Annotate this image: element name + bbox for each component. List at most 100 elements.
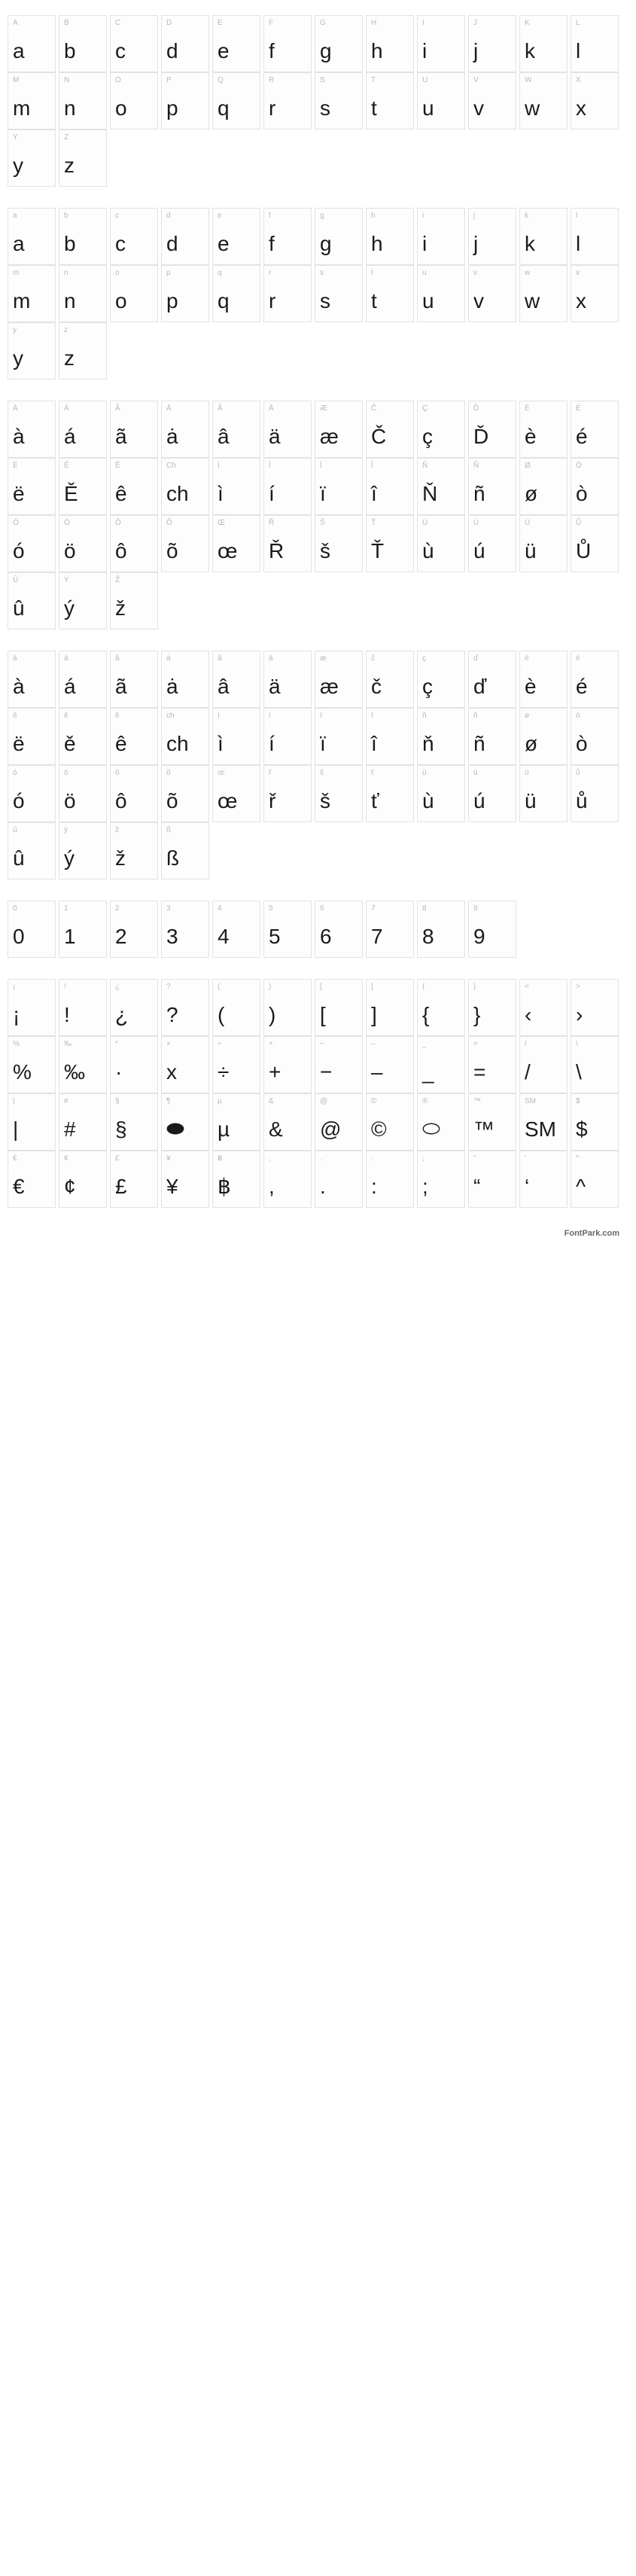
glyph-char: í (269, 720, 306, 761)
glyph-char: m (13, 277, 50, 319)
glyph-cell: ěě (59, 708, 107, 765)
glyph-cell: :: (366, 1151, 414, 1208)
glyph-label: Š (320, 520, 358, 527)
glyph-cell: −− (315, 1036, 363, 1093)
glyph-char: ÷ (218, 1048, 255, 1090)
glyph-label: ú (473, 770, 511, 777)
glyph-label: ¢ (64, 1155, 102, 1163)
glyph-char: 2 (115, 913, 153, 954)
glyph-row: yyzz (8, 322, 628, 380)
glyph-cell: hh (366, 208, 414, 265)
glyph-label: Ê (115, 462, 153, 470)
glyph-label: ö (64, 770, 102, 777)
glyph-label: Ch (166, 462, 204, 470)
glyph-label: O (115, 77, 153, 84)
glyph-cell: Cc (110, 15, 158, 72)
glyph-cell: Îî (366, 458, 414, 515)
glyph-cell: ää (263, 651, 312, 708)
glyph-label: ñ (473, 712, 511, 720)
glyph-label: t (371, 270, 409, 277)
glyph-cell: îî (366, 708, 414, 765)
glyph-label: è (525, 655, 562, 663)
glyph-label: ů (576, 770, 613, 777)
glyph-label: | (13, 1098, 50, 1105)
glyph-char: 4 (218, 913, 255, 954)
glyph-cell: ™™ (468, 1093, 516, 1151)
glyph-char: x (166, 1048, 204, 1090)
glyph-label: Æ (320, 405, 358, 413)
glyph-label: Á (64, 405, 102, 413)
glyph-char: š (320, 777, 358, 819)
glyph-cell: ¢¢ (59, 1151, 107, 1208)
glyph-char: ¢ (64, 1163, 102, 1204)
glyph-char: ¥ (166, 1163, 204, 1204)
glyph-row: ||##§§¶⬬µµ&&@@©©®⬭™™SMSM$$ (8, 1093, 628, 1151)
glyph-char: ⬬ (166, 1105, 204, 1147)
glyph-cell: pp (161, 265, 209, 322)
section-digits: 00112233445566778899 (8, 901, 628, 958)
glyph-char: s (320, 277, 358, 319)
glyph-char: k (525, 220, 562, 261)
glyph-label: 4 (218, 905, 255, 913)
glyph-cell: Ãã (110, 401, 158, 458)
glyph-cell: ãã (110, 651, 158, 708)
glyph-label: ; (422, 1155, 460, 1163)
glyph-label: Ç (422, 405, 460, 413)
glyph-char: ñ (473, 470, 511, 511)
glyph-row: óóööôôõõœœřřššťťùùúúüüůů (8, 765, 628, 822)
glyph-char: ê (115, 720, 153, 761)
footer-credit: FontPark.com (8, 1229, 628, 1238)
glyph-cell: ©© (366, 1093, 414, 1151)
glyph-row: %%‰‰*·×x÷÷++−−––__==//\\ (8, 1036, 628, 1093)
glyph-char: ( (218, 991, 255, 1032)
glyph-label: ‰ (64, 1041, 102, 1048)
glyph-cell: Ôô (110, 515, 158, 572)
glyph-label: û (13, 827, 50, 834)
glyph-label: s (320, 270, 358, 277)
glyph-cell: !! (59, 979, 107, 1036)
glyph-cell: \\ (571, 1036, 619, 1093)
glyph-char: 7 (371, 913, 409, 954)
glyph-cell: šš (315, 765, 363, 822)
glyph-label: Ï (320, 462, 358, 470)
glyph-label: Ó (13, 520, 50, 527)
glyph-label: ÷ (218, 1041, 255, 1048)
glyph-label: ď (473, 655, 511, 663)
glyph-label: D (166, 20, 204, 27)
glyph-cell: Úú (468, 515, 516, 572)
glyph-cell: Òò (571, 458, 619, 515)
glyph-char: ě (64, 720, 102, 761)
glyph-cell: ll (571, 208, 619, 265)
glyph-label: 1 (64, 905, 102, 913)
glyph-label: Ù (422, 520, 460, 527)
glyph-cell: Ll (571, 15, 619, 72)
glyph-cell: yy (8, 322, 56, 380)
glyph-char: ů (576, 777, 613, 819)
glyph-cell: 44 (212, 901, 260, 958)
glyph-cell: ûû (8, 822, 56, 879)
glyph-label: Õ (166, 520, 204, 527)
glyph-label: Û (13, 577, 50, 584)
glyph-label: G (320, 20, 358, 27)
glyph-label: p (166, 270, 204, 277)
glyph-char: ç (422, 413, 460, 454)
glyph-char: l (576, 27, 613, 69)
glyph-char: r (269, 277, 306, 319)
glyph-char: $ (576, 1105, 613, 1147)
section-punctuation: ¡¡!!¿¿??(())[[]]{{}}<‹>›%%‰‰*·×x÷÷++−−––… (8, 979, 628, 1208)
glyph-char: # (64, 1105, 102, 1147)
glyph-char: ž (115, 584, 153, 626)
glyph-char: â (218, 413, 255, 454)
glyph-label: $ (576, 1098, 613, 1105)
glyph-char: z (64, 142, 102, 183)
glyph-char: î (371, 720, 409, 761)
glyph-cell: Aa (8, 15, 56, 72)
glyph-cell: íí (263, 708, 312, 765)
glyph-char: / (525, 1048, 562, 1090)
glyph-char: . (320, 1163, 358, 1204)
glyph-cell: žž (110, 822, 158, 879)
glyph-char: í (269, 470, 306, 511)
glyph-cell: ëë (8, 708, 56, 765)
glyph-cell: Äȧ (161, 401, 209, 458)
glyph-label: B (64, 20, 102, 27)
